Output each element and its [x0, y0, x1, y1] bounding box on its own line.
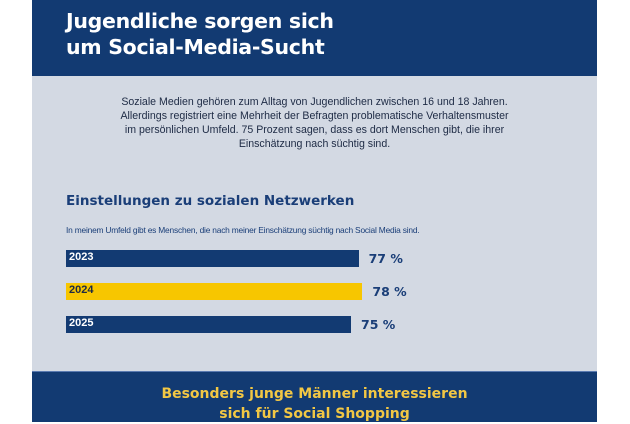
bar-2025: 2025: [66, 316, 351, 333]
footer-title: Besonders junge Männer interessieren sic…: [32, 384, 597, 424]
intro-line: Einschätzung nach süchtig sind.: [238, 138, 391, 150]
intro-line: Allerdings registriert eine Mehrheit der…: [120, 110, 509, 122]
bar-category-label: 2025: [69, 317, 94, 329]
bar-2024: 2024: [66, 283, 363, 300]
intro-line: Soziale Medien gehören zum Alltag von Ju…: [121, 96, 508, 108]
footer-title-line: Besonders junge Männer interessieren: [161, 386, 468, 402]
intro-text: Soziale Medien gehören zum Alltag von Ju…: [32, 95, 597, 151]
bar-category-label: 2024: [69, 284, 94, 296]
intro-line: im persönlichen Umfeld. 75 Prozent sagen…: [124, 124, 505, 136]
chart-panel: Soziale Medien gehören zum Alltag von Ju…: [32, 76, 597, 371]
bar-value-label: 77 %: [368, 251, 403, 266]
header-banner: Jugendliche sorgen sich um Social-Media-…: [32, 0, 597, 76]
chart-subtitle: In meinem Umfeld gibt es Menschen, die n…: [66, 225, 420, 235]
page-title: Jugendliche sorgen sich um Social-Media-…: [66, 8, 334, 60]
footer-title-line: sich für Social Shopping: [219, 406, 410, 422]
bar-category-label: 2023: [69, 251, 94, 263]
chart-title: Einstellungen zu sozialen Netzwerken: [66, 193, 355, 209]
bar-value-label: 78 %: [372, 284, 407, 299]
bar-value-label: 75 %: [361, 317, 396, 332]
bar-2023: 2023: [66, 250, 359, 267]
title-line: um Social-Media-Sucht: [66, 35, 325, 59]
footer-banner: Besonders junge Männer interessieren sic…: [32, 371, 597, 422]
title-line: Jugendliche sorgen sich: [66, 9, 334, 33]
